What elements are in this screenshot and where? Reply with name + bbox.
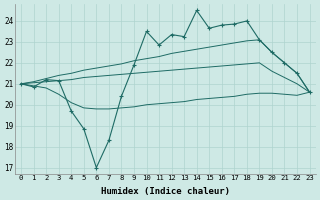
X-axis label: Humidex (Indice chaleur): Humidex (Indice chaleur) — [101, 187, 230, 196]
